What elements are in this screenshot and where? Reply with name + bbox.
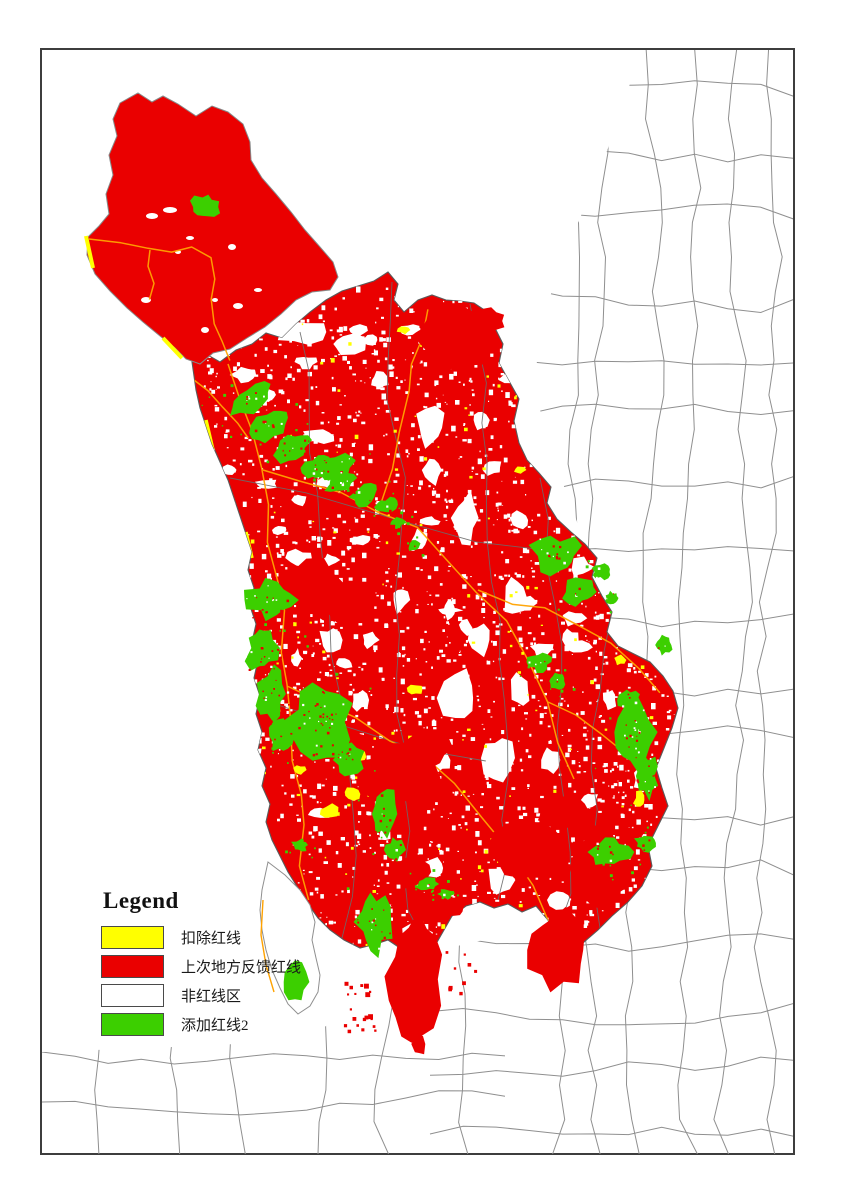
legend-swatch-red xyxy=(101,955,164,978)
legend-label: 添加红线2 xyxy=(181,1018,249,1034)
legend-item-non-redline: 非红线区 xyxy=(101,984,301,1007)
legend-label: 上次地方反馈红线 xyxy=(181,960,302,976)
legend-item-feedback-redline: 上次地方反馈红线 xyxy=(101,955,301,978)
legend-label: 非红线区 xyxy=(181,989,242,1005)
green-patches xyxy=(201,381,678,959)
legend-swatch-yellow xyxy=(101,926,164,949)
red-fingers xyxy=(343,906,585,1055)
legend-label: 扣除红线 xyxy=(181,931,242,947)
legend-swatch-green xyxy=(101,1013,164,1036)
white-peninsula xyxy=(259,861,321,1015)
legend-items: 扣除红线 上次地方反馈红线 非红线区 添加红线2 xyxy=(101,926,301,1036)
legend-item-deduct-redline: 扣除红线 xyxy=(101,926,301,949)
legend-swatch-white xyxy=(101,984,164,1007)
legend: Legend 扣除红线 上次地方反馈红线 非红线区 添加红线2 xyxy=(101,888,301,1042)
legend-item-added-redline: 添加红线2 xyxy=(101,1013,301,1036)
legend-title: Legend xyxy=(103,888,179,913)
nw-red-region xyxy=(84,92,339,365)
